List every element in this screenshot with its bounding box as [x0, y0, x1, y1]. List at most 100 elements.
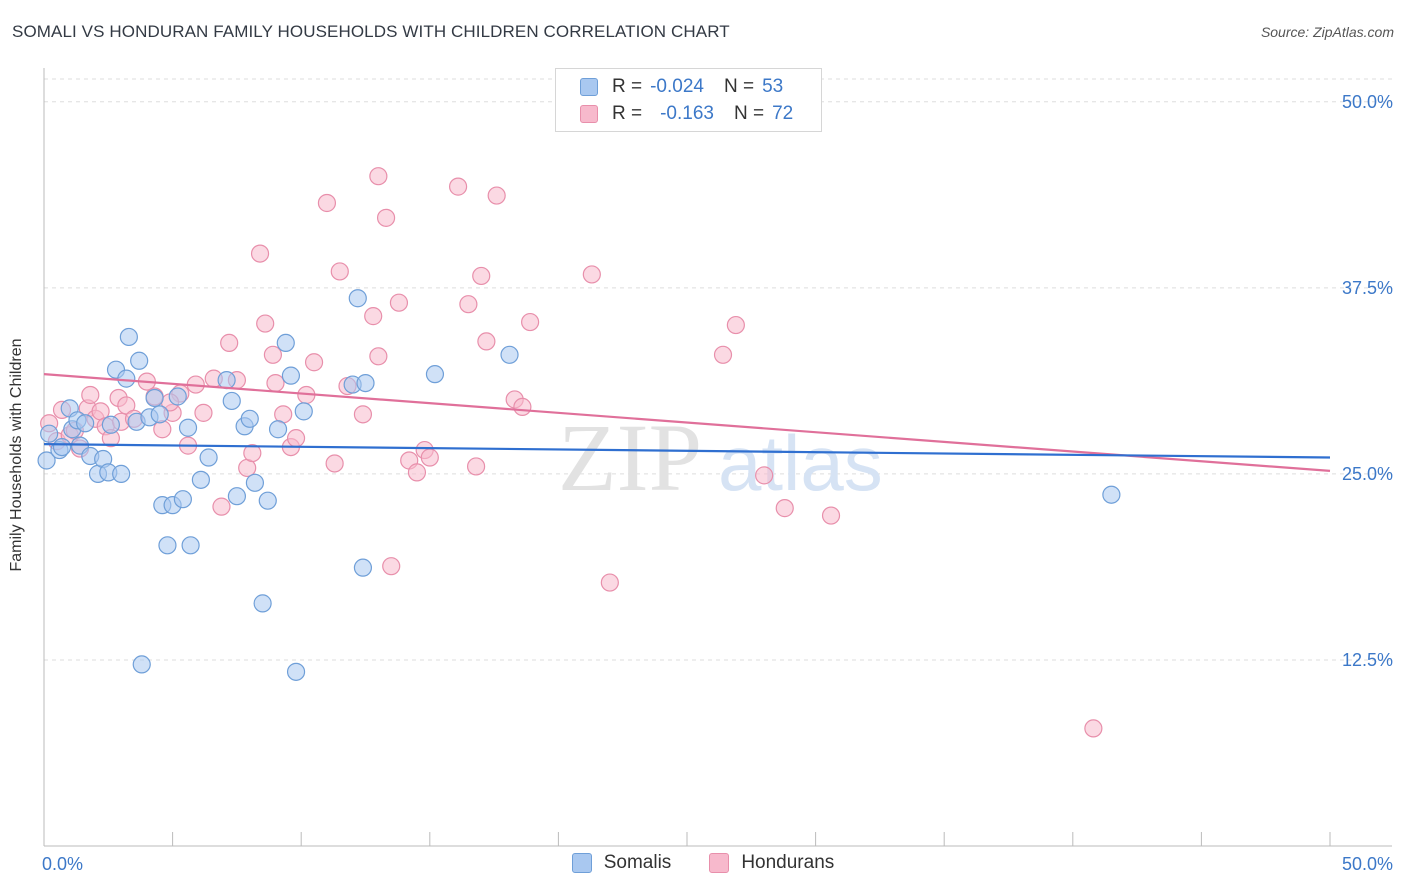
somali-point — [52, 437, 72, 457]
honduran-point — [487, 186, 506, 205]
somali-point — [281, 366, 301, 385]
somali-point — [150, 405, 169, 424]
n-label: N = — [723, 76, 755, 97]
somali-point — [130, 351, 149, 370]
source-label: Source: ZipAtlas.com — [1260, 24, 1394, 40]
y-tick-label: 50.0% — [1342, 92, 1393, 112]
honduran-point — [117, 396, 136, 415]
somali-point — [356, 373, 375, 393]
honduran-point — [582, 265, 601, 284]
legend-label-somalis: Somalis — [603, 852, 672, 873]
somali-point — [240, 409, 259, 428]
y-tick-label: 25.0% — [1342, 464, 1393, 484]
legend-row-hondurans: R = -0.163 N = 72 — [580, 102, 793, 126]
honduran-swatch — [709, 853, 730, 873]
n-label: N = — [733, 103, 765, 124]
honduran-point — [330, 262, 349, 281]
correlation-legend: R = -0.024 N = 53 R = -0.163 N = 72 — [555, 68, 822, 132]
somali-point — [227, 487, 246, 506]
n-value: 53 — [762, 76, 784, 97]
honduran-swatch — [580, 105, 598, 123]
honduran-point — [212, 497, 231, 516]
honduran-point — [775, 499, 794, 518]
somali-point — [132, 655, 151, 674]
honduran-point — [243, 443, 262, 463]
honduran-point — [521, 312, 540, 332]
honduran-point — [220, 333, 239, 352]
y-tick-label: 12.5% — [1342, 650, 1393, 670]
honduran-point — [263, 345, 283, 364]
n-value: 72 — [772, 103, 794, 124]
honduran-point — [325, 454, 344, 473]
honduran-point — [472, 266, 491, 286]
r-value: -0.163 — [660, 103, 714, 124]
honduran-point — [389, 293, 409, 312]
watermark-atlas: atlas — [718, 419, 883, 507]
r-label: R = — [612, 103, 643, 124]
somali-point — [222, 391, 241, 411]
honduran-point — [266, 373, 285, 393]
somali-point — [173, 490, 192, 509]
somali-point — [276, 333, 295, 352]
somali-point — [1102, 485, 1121, 504]
somali-point — [37, 451, 56, 470]
series-legend: Somalis Hondurans — [0, 852, 1406, 874]
honduran-point — [369, 347, 388, 366]
honduran-point — [713, 345, 733, 364]
legend-label-hondurans: Hondurans — [741, 852, 835, 873]
somali-point — [40, 424, 59, 443]
honduran-point — [466, 457, 486, 476]
honduran-point — [286, 429, 306, 448]
honduran-point — [448, 177, 468, 196]
honduran-point — [600, 573, 619, 592]
honduran-point — [364, 307, 383, 326]
somali-point — [348, 289, 367, 308]
somali-point — [178, 418, 198, 437]
chart-title: SOMALI VS HONDURAN FAMILY HOUSEHOLDS WIT… — [12, 22, 730, 41]
somali-point — [286, 662, 306, 681]
honduran-point — [420, 448, 439, 467]
somali-swatch — [571, 853, 592, 873]
somali-point — [168, 387, 187, 406]
trend-lines — [43, 373, 1331, 473]
honduran-point — [153, 420, 172, 439]
somali-point — [119, 327, 138, 347]
tick-labels: 12.5% 25.0% 37.5% 50.0% 0.0% 50.0% — [42, 92, 1393, 874]
somali-point — [191, 470, 210, 489]
somali-point — [425, 365, 445, 384]
somali-point — [253, 594, 272, 613]
legend-row-somalis: R = -0.024 N = 53 — [580, 75, 783, 99]
somali-point — [76, 414, 95, 433]
honduran-point — [477, 332, 496, 351]
somali-point — [101, 415, 120, 434]
somali-point — [258, 491, 277, 510]
r-value: -0.024 — [650, 76, 704, 97]
honduran-point — [376, 208, 396, 227]
legend-item-somalis[interactable]: Somalis — [571, 852, 672, 874]
x-tick-label: 0.0% — [42, 854, 83, 874]
somali-trend-line — [43, 443, 1331, 459]
somali-point — [112, 464, 131, 483]
r-label: R = — [612, 76, 643, 97]
somali-point — [181, 536, 200, 555]
honduran-point — [317, 193, 337, 213]
honduran-point — [304, 353, 324, 372]
honduran-point — [256, 314, 275, 333]
watermark-zip: ZIP — [558, 404, 702, 511]
legend-item-hondurans[interactable]: Hondurans — [709, 852, 834, 874]
honduran-point — [459, 295, 478, 314]
honduran-point — [369, 167, 388, 186]
honduran-point — [353, 405, 373, 424]
somali-swatch — [580, 78, 598, 96]
honduran-point — [821, 506, 841, 525]
somali-point — [294, 402, 313, 421]
honduran-point — [250, 244, 270, 263]
honduran-point — [81, 385, 100, 405]
somali-point — [145, 388, 164, 408]
somali-point — [117, 369, 136, 388]
honduran-point — [755, 466, 774, 485]
honduran-point — [407, 463, 427, 482]
honduran-point — [1084, 719, 1103, 738]
honduran-point — [194, 403, 213, 422]
